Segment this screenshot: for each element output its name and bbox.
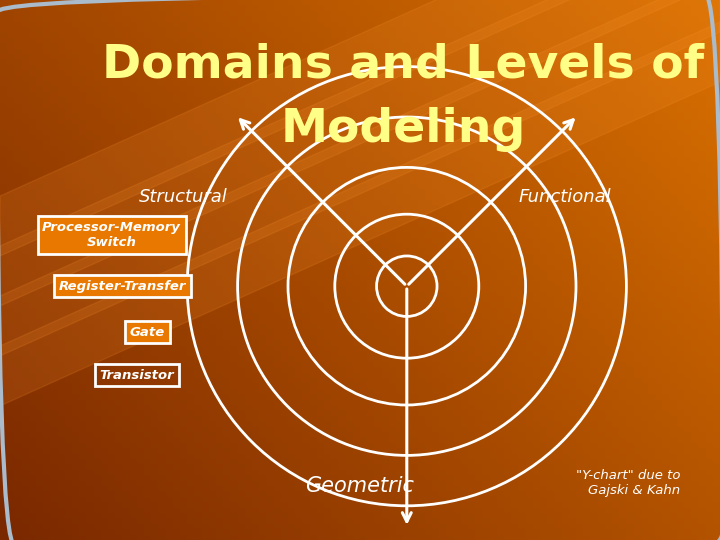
Text: Domains and Levels of: Domains and Levels of bbox=[102, 42, 704, 87]
Text: Geometric: Geometric bbox=[305, 476, 415, 496]
Text: Transistor: Transistor bbox=[99, 369, 174, 382]
Text: Structural: Structural bbox=[139, 188, 228, 206]
Text: Gate: Gate bbox=[130, 326, 165, 339]
Text: Processor-Memory
Switch: Processor-Memory Switch bbox=[42, 221, 181, 249]
Text: Register-Transfer: Register-Transfer bbox=[59, 280, 186, 293]
Text: "Y-chart" due to
Gajski & Kahn: "Y-chart" due to Gajski & Kahn bbox=[576, 469, 680, 497]
Text: Functional: Functional bbox=[519, 188, 611, 206]
Text: Modeling: Modeling bbox=[281, 107, 526, 152]
